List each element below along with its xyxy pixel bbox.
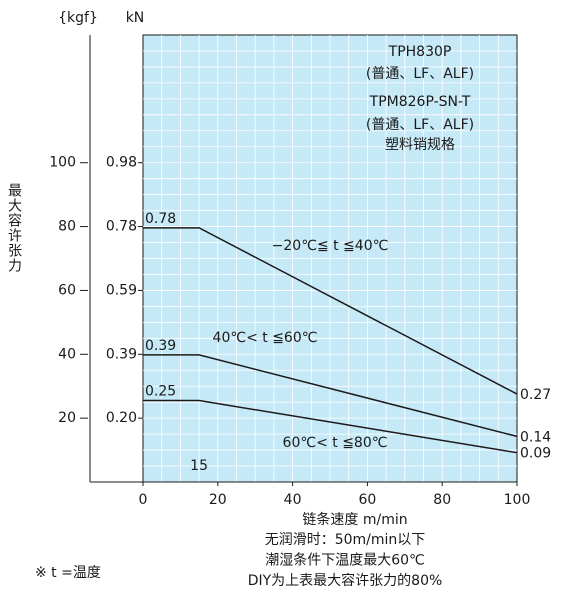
y-tick-label: 60 (58, 282, 76, 298)
series-label: 40℃< t ≦60℃ (213, 330, 318, 346)
value-label: 0.09 (520, 446, 551, 462)
title-line: (普通、LF、ALF) (366, 66, 474, 82)
y-tick-label: 40 (58, 346, 76, 362)
y2-tick-label: 0.39 (106, 346, 137, 362)
x-tick-label: 40 (284, 492, 302, 508)
footnote: ※ t =温度 (35, 565, 101, 581)
note: 无润滑时：50m/min以下 (265, 531, 426, 548)
note: 潮湿条件下温度最大60℃ (265, 552, 425, 569)
x-tick-label: 60 (358, 492, 376, 508)
value-label: 0.25 (145, 384, 176, 400)
y2-tick-label: 0.98 (106, 155, 137, 171)
y-tick-label: 80 (58, 219, 76, 235)
breakpoint-label: 15 (190, 458, 208, 474)
value-label: 0.78 (145, 211, 176, 227)
x-tick-label: 100 (504, 492, 531, 508)
value-label: 0.39 (145, 338, 176, 354)
line (143, 399, 518, 454)
line (143, 227, 518, 395)
y-axis-title: 最大容许张力 (6, 183, 22, 273)
note: DIY为上表最大容许张力的80% (248, 572, 443, 589)
y2-unit: kN (126, 10, 145, 26)
y2-tick-label: 0.78 (106, 219, 137, 235)
title-line: (普通、LF、ALF) (366, 117, 474, 133)
y-unit: {kgf} (58, 10, 98, 26)
value-label: 0.14 (520, 429, 551, 445)
series-label: 60℃< t ≦80℃ (283, 435, 388, 451)
title-line: 塑料销规格 (385, 137, 455, 153)
line (143, 354, 518, 438)
y-tick-label: 20 (58, 410, 76, 426)
title-line: TPH830P (388, 44, 452, 60)
title-line: TPM826P-SN-T (369, 94, 471, 110)
series-label: −20℃≦ t ≦40℃ (272, 238, 389, 254)
x-tick-label: 20 (209, 492, 227, 508)
value-label: 0.27 (520, 387, 551, 403)
x-axis-title: 链条速度 m/min (302, 511, 407, 528)
x-tick-label: 0 (139, 492, 148, 508)
x-tick-label: 80 (433, 492, 451, 508)
y-tick-label: 100 (49, 155, 76, 171)
y2-tick-label: 0.20 (106, 410, 137, 426)
y2-tick-label: 0.59 (106, 282, 137, 298)
